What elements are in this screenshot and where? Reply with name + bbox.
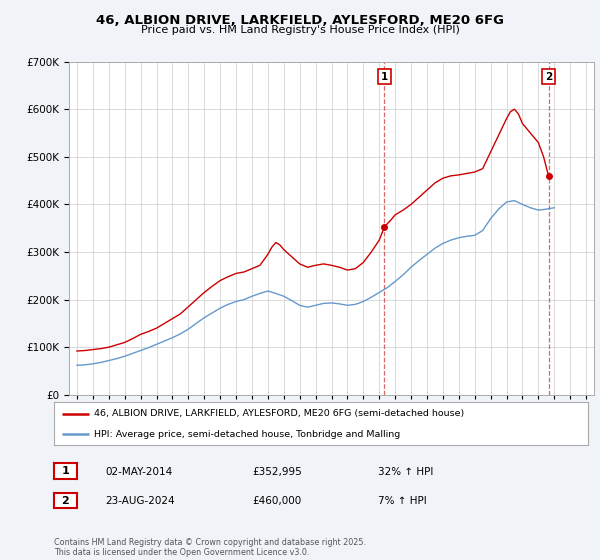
- Text: £460,000: £460,000: [252, 496, 301, 506]
- Text: 46, ALBION DRIVE, LARKFIELD, AYLESFORD, ME20 6FG: 46, ALBION DRIVE, LARKFIELD, AYLESFORD, …: [96, 14, 504, 27]
- Text: 46, ALBION DRIVE, LARKFIELD, AYLESFORD, ME20 6FG (semi-detached house): 46, ALBION DRIVE, LARKFIELD, AYLESFORD, …: [94, 409, 464, 418]
- Text: 7% ↑ HPI: 7% ↑ HPI: [378, 496, 427, 506]
- Text: 1: 1: [62, 466, 69, 476]
- Text: Contains HM Land Registry data © Crown copyright and database right 2025.
This d: Contains HM Land Registry data © Crown c…: [54, 538, 366, 557]
- Text: 2: 2: [545, 72, 552, 82]
- Text: 1: 1: [381, 72, 388, 82]
- Text: HPI: Average price, semi-detached house, Tonbridge and Malling: HPI: Average price, semi-detached house,…: [94, 430, 400, 439]
- Text: 23-AUG-2024: 23-AUG-2024: [105, 496, 175, 506]
- Text: 2: 2: [62, 496, 69, 506]
- Text: £352,995: £352,995: [252, 466, 302, 477]
- Text: Price paid vs. HM Land Registry's House Price Index (HPI): Price paid vs. HM Land Registry's House …: [140, 25, 460, 35]
- Text: 02-MAY-2014: 02-MAY-2014: [105, 466, 172, 477]
- Text: 32% ↑ HPI: 32% ↑ HPI: [378, 466, 433, 477]
